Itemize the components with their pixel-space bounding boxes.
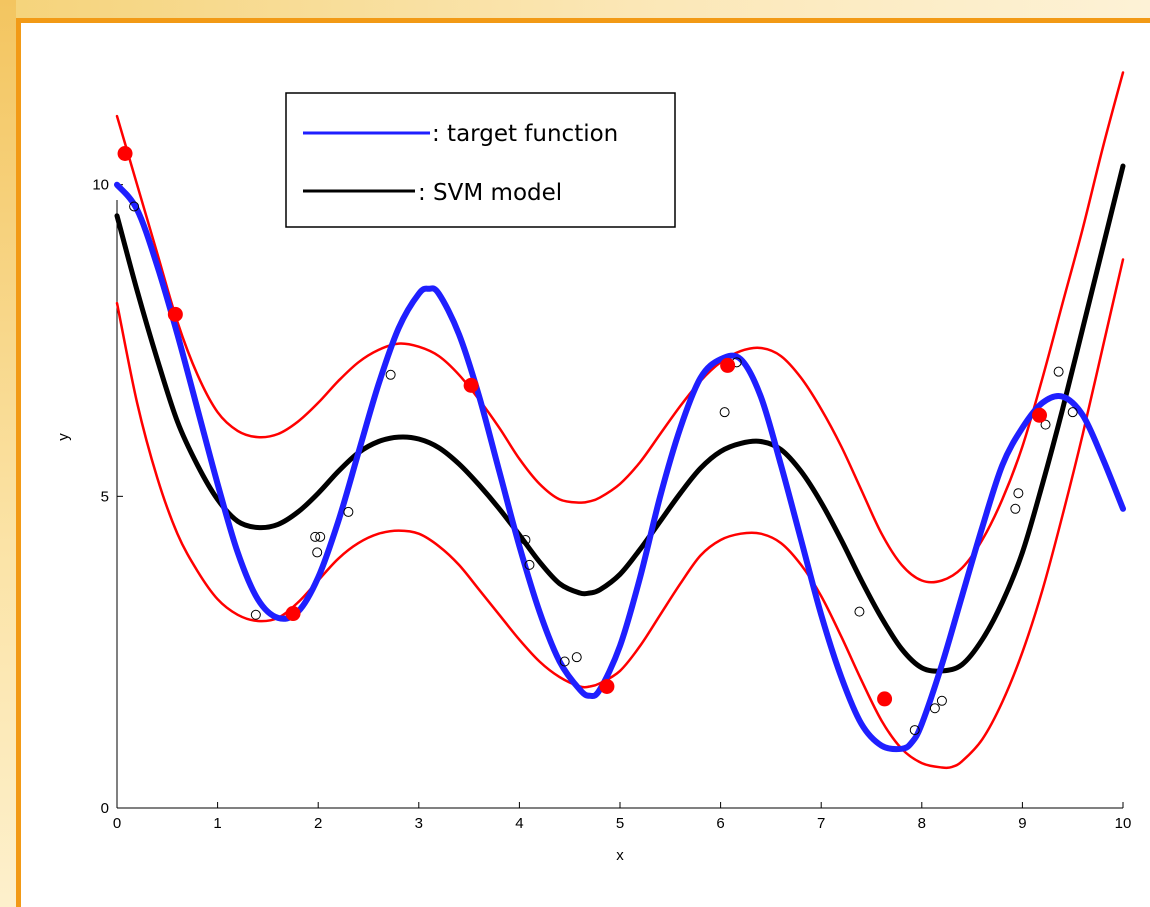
training-point	[524, 559, 535, 570]
ticks-group: 0 1 2 3 4 5 6 7 8 9 10 0 5 10	[92, 177, 1131, 832]
training-point	[719, 407, 730, 418]
training-point	[315, 531, 326, 542]
training-point	[385, 369, 396, 380]
x-tick-label: 1	[213, 815, 221, 832]
target-function-line	[114, 181, 1126, 753]
y-tick-label: 5	[101, 488, 109, 505]
training-point	[909, 725, 920, 736]
axes-group	[116, 200, 1123, 809]
training-point	[312, 547, 323, 558]
x-axis-label: x	[616, 847, 624, 864]
training-point	[129, 201, 140, 212]
support-vector-point	[463, 377, 479, 393]
support-vector-point	[167, 306, 183, 322]
support-vector-point	[599, 678, 615, 694]
x-tick-label: 4	[515, 815, 523, 832]
training-point	[929, 703, 940, 714]
training-point	[343, 506, 354, 517]
slide-top-band	[0, 0, 1150, 18]
y-axis-label: y	[55, 433, 72, 441]
upper-epsilon-line	[115, 71, 1125, 584]
training-point	[1067, 407, 1078, 418]
lower-epsilon-line	[115, 258, 1125, 770]
training-point	[1053, 366, 1064, 377]
x-tick-label: 3	[415, 815, 423, 832]
y-tick-label: 0	[101, 800, 109, 817]
x-tick-label: 0	[113, 815, 121, 832]
training-point	[310, 531, 321, 542]
training-point	[1013, 488, 1024, 499]
training-point	[1040, 419, 1051, 430]
x-tick-label: 8	[918, 815, 926, 832]
legend-label-svm: : SVM model	[418, 180, 562, 206]
training-point	[559, 656, 570, 667]
training-point	[1010, 503, 1021, 514]
slide-left-band	[0, 0, 16, 907]
legend-label-target: : target function	[432, 121, 618, 147]
training-point	[936, 695, 947, 706]
training-point	[250, 609, 261, 620]
x-tick-label: 10	[1115, 815, 1132, 832]
support-vector-point	[117, 146, 133, 161]
markers-group	[117, 146, 1078, 736]
training-point	[520, 534, 531, 545]
x-tick-label: 6	[716, 815, 724, 832]
support-vector-point	[720, 357, 736, 373]
support-vector-point	[285, 606, 301, 622]
training-point	[854, 606, 865, 617]
x-tick-label: 7	[817, 815, 825, 832]
y-tick-label: 10	[92, 177, 109, 194]
x-tick-label: 2	[314, 815, 322, 832]
support-vector-point	[877, 691, 893, 707]
legend-box	[285, 92, 676, 228]
training-point	[571, 652, 582, 663]
svm-model-line	[114, 163, 1126, 674]
x-tick-label: 9	[1018, 815, 1026, 832]
x-tick-label: 5	[616, 815, 624, 832]
support-vector-point	[1032, 407, 1048, 423]
legend: : target function : SVM model	[285, 92, 676, 228]
